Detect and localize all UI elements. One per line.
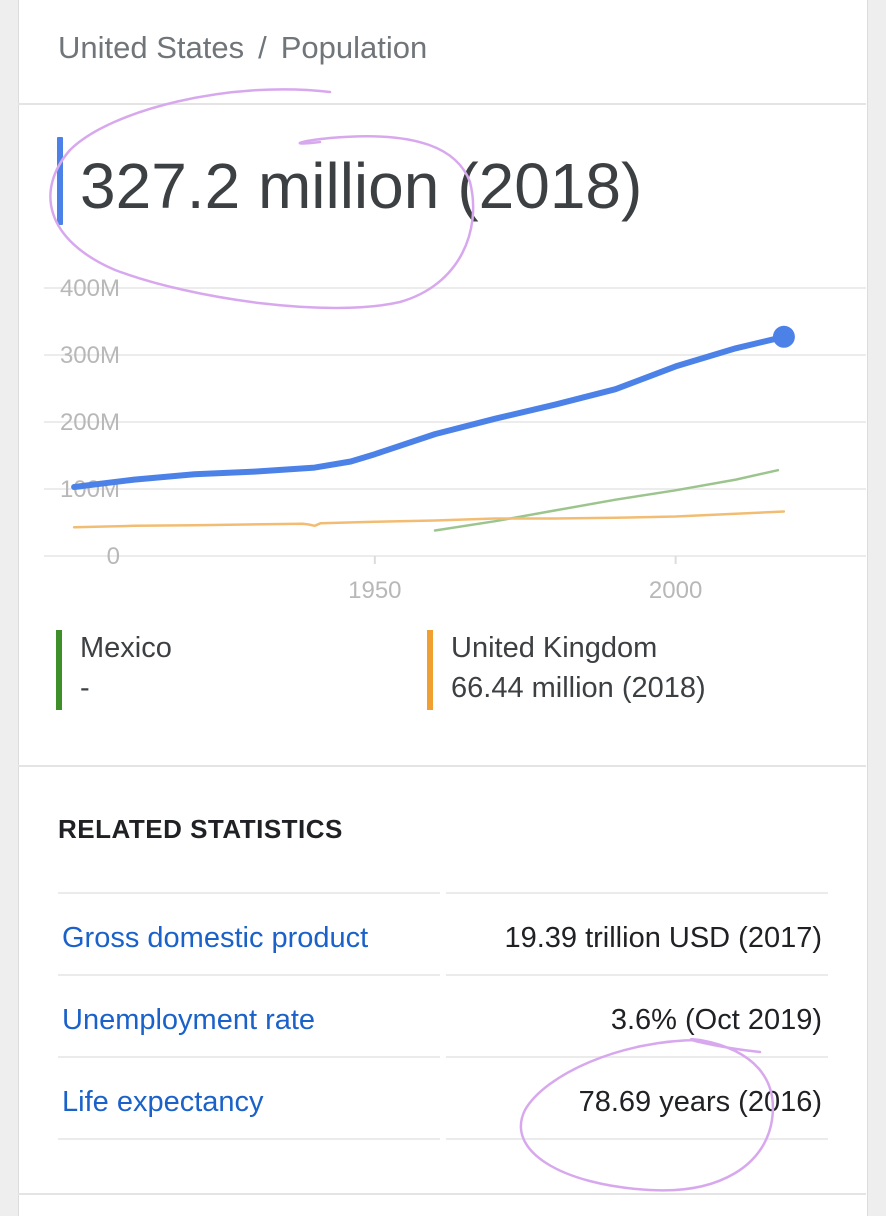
- y-tick-label: 300M: [60, 342, 120, 369]
- list-item: Gross domestic product 19.39 trillion US…: [58, 892, 828, 974]
- stat-value-life-expectancy: 78.69 years (2016): [578, 1086, 822, 1118]
- breadcrumb-country[interactable]: United States: [58, 30, 245, 65]
- row-divider: [446, 974, 828, 976]
- row-divider: [58, 974, 440, 976]
- list-item: Unemployment rate 3.6% (Oct 2019): [58, 974, 828, 1056]
- series-line-united-kingdom: [72, 510, 786, 529]
- x-tick-label: 2000: [649, 577, 702, 604]
- y-tick-label: 200M: [60, 409, 120, 436]
- legend-united-kingdom-color-bar: [427, 630, 433, 710]
- legend-united-kingdom-name: United Kingdom: [451, 632, 658, 664]
- stat-value-unemployment-rate: 3.6% (Oct 2019): [610, 1004, 822, 1036]
- x-tick-label: 1950: [348, 577, 401, 604]
- population-year: (2018): [457, 150, 643, 222]
- population-headline: 327.2 million (2018): [80, 148, 642, 224]
- legend-mexico-color-bar: [56, 630, 62, 710]
- row-divider: [446, 1138, 828, 1140]
- legend-united-kingdom-value: 66.44 million (2018): [451, 672, 706, 704]
- chart-series: [71, 325, 795, 532]
- chart-gridlines: [44, 287, 866, 557]
- us-series-accent-bar: [57, 137, 63, 225]
- stat-link-gdp[interactable]: Gross domestic product: [62, 922, 369, 954]
- population-value: 327.2 million: [80, 150, 440, 222]
- related-statistics-list: Gross domestic product 19.39 trillion US…: [58, 892, 828, 1144]
- stat-link-life-expectancy[interactable]: Life expectancy: [62, 1086, 264, 1118]
- series-line-mexico: [433, 468, 780, 532]
- list-item: Life expectancy 78.69 years (2016): [58, 1056, 828, 1138]
- legend-mexico-name: Mexico: [80, 632, 172, 664]
- bottom-divider: [18, 1193, 866, 1195]
- y-tick-label: 0: [107, 543, 120, 570]
- series-end-point-united-states[interactable]: [772, 325, 795, 348]
- legend-mexico-value: -: [80, 672, 90, 704]
- stat-value-gdp: 19.39 trillion USD (2017): [504, 922, 822, 954]
- list-end: [58, 1138, 828, 1144]
- related-statistics-heading: RELATED STATISTICS: [58, 814, 343, 844]
- row-divider: [446, 892, 828, 894]
- series-line-united-states: [71, 333, 787, 490]
- row-divider: [58, 1056, 440, 1058]
- header-divider: [18, 103, 866, 105]
- breadcrumb-metric: Population: [280, 30, 428, 65]
- row-divider: [58, 1138, 440, 1140]
- y-tick-label: 400M: [60, 275, 120, 302]
- section-divider: [18, 765, 866, 767]
- breadcrumb: United States / Population: [58, 30, 427, 66]
- row-divider: [446, 1056, 828, 1058]
- stat-link-unemployment-rate[interactable]: Unemployment rate: [62, 1004, 316, 1036]
- chart-x-tick-labels: 1950 2000: [348, 556, 702, 604]
- row-divider: [58, 892, 440, 894]
- breadcrumb-separator: /: [258, 30, 267, 65]
